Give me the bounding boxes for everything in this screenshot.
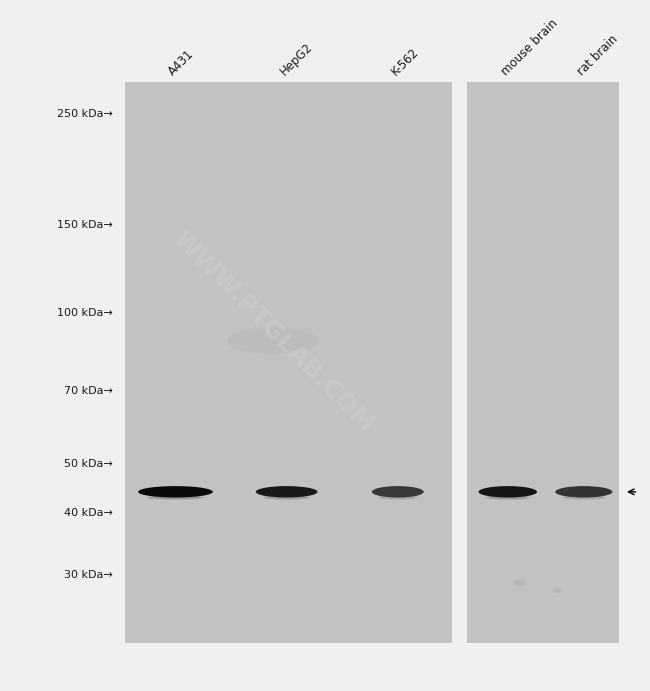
Text: rat brain: rat brain (575, 32, 620, 78)
Text: A431: A431 (166, 48, 197, 78)
Text: 30 kDa→: 30 kDa→ (64, 570, 112, 580)
Ellipse shape (148, 495, 203, 500)
Text: HepG2: HepG2 (278, 41, 315, 78)
Text: mouse brain: mouse brain (499, 17, 560, 78)
Text: 250 kDa→: 250 kDa→ (57, 108, 112, 119)
Ellipse shape (378, 495, 417, 500)
Text: 100 kDa→: 100 kDa→ (57, 308, 112, 318)
Ellipse shape (265, 488, 308, 496)
Ellipse shape (372, 486, 424, 498)
Text: K-562: K-562 (389, 46, 421, 78)
Text: 70 kDa→: 70 kDa→ (64, 386, 112, 396)
Ellipse shape (263, 495, 310, 500)
Ellipse shape (554, 587, 562, 593)
Ellipse shape (486, 495, 530, 500)
Ellipse shape (382, 486, 413, 489)
Ellipse shape (514, 579, 526, 586)
Text: 150 kDa→: 150 kDa→ (57, 220, 112, 230)
Ellipse shape (567, 486, 601, 489)
Ellipse shape (153, 486, 198, 489)
Text: 50 kDa→: 50 kDa→ (64, 459, 112, 469)
Text: WWW.PTGLAB.COM: WWW.PTGLAB.COM (168, 226, 378, 437)
Text: 40 kDa→: 40 kDa→ (64, 508, 112, 518)
Bar (125, 82, 452, 643)
Ellipse shape (268, 486, 305, 489)
Ellipse shape (490, 486, 525, 489)
Ellipse shape (478, 486, 537, 498)
Bar (467, 82, 619, 643)
Ellipse shape (138, 486, 213, 498)
Ellipse shape (564, 488, 604, 496)
Ellipse shape (150, 488, 202, 496)
Ellipse shape (555, 486, 612, 498)
Ellipse shape (380, 488, 416, 496)
Ellipse shape (488, 488, 528, 496)
Ellipse shape (227, 328, 318, 354)
Ellipse shape (562, 495, 605, 500)
Ellipse shape (255, 486, 317, 498)
